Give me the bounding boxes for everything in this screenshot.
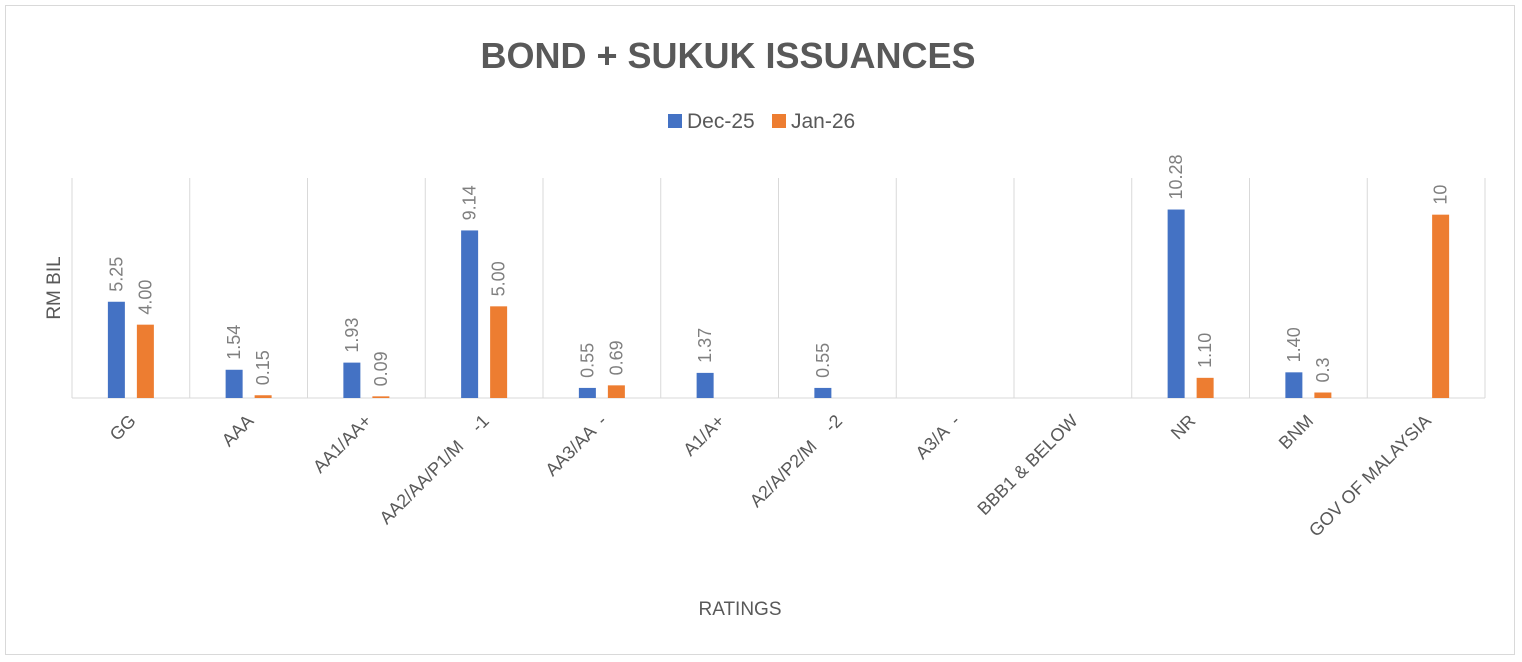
legend-label: Dec-25: [687, 110, 755, 133]
x-tick-label: A3/A -: [912, 411, 964, 463]
plot-area: 5.25 4.00 GG 1.54 0.15 AAA 1.93 0.09 AA1/AA+ 9.14…: [71, 154, 1486, 541]
data-label: 0.3: [1313, 357, 1333, 382]
x-tick-label: AA2/AA/P1/M -1: [376, 411, 493, 528]
x-tick-label: NR: [1167, 411, 1200, 444]
data-label: 10: [1431, 185, 1451, 205]
data-label: 0.55: [577, 343, 597, 378]
bar-jan-26-9: [1196, 377, 1214, 398]
bar-dec-25-0: [107, 301, 125, 398]
data-label: 1.37: [695, 328, 715, 363]
x-tick-label: A2/A/P2/M -2: [746, 411, 846, 511]
x-tick-label: GG: [106, 411, 140, 445]
data-label: 5.25: [106, 257, 126, 292]
y-axis-title: RM BIL: [44, 256, 65, 319]
bar-jan-26-2: [372, 396, 390, 398]
x-tick-label: GOV OF MALAYSIA: [1305, 411, 1435, 541]
data-label: 1.54: [224, 325, 244, 360]
data-label: 10.28: [1166, 154, 1186, 199]
bar-dec-25-9: [1167, 209, 1185, 398]
bar-dec-25-2: [343, 362, 361, 398]
chart-title: BOND + SUKUK ISSUANCES: [480, 35, 975, 76]
data-label: 0.69: [606, 340, 626, 375]
bar-dec-25-3: [461, 230, 479, 398]
data-label: 0.15: [253, 350, 273, 385]
bar-jan-26-3: [490, 306, 508, 398]
bar-jan-26-0: [136, 324, 154, 398]
legend-label: Jan-26: [791, 110, 855, 133]
data-label: 1.40: [1284, 327, 1304, 362]
bar-jan-26-4: [607, 385, 625, 398]
x-tick-label: AAA: [218, 411, 258, 451]
x-axis-title: RATINGS: [698, 599, 781, 620]
x-tick-label: AA1/AA+: [309, 411, 375, 477]
data-label: 5.00: [489, 261, 509, 296]
x-tick-label: A1/A+: [679, 411, 728, 460]
bar-jan-26-10: [1314, 392, 1332, 398]
legend-swatch: [772, 114, 786, 128]
legend-swatch: [668, 114, 682, 128]
data-label: 0.55: [813, 343, 833, 378]
legend: Dec-25 Jan-26: [668, 110, 855, 133]
bar-dec-25-6: [814, 387, 832, 398]
bar-dec-25-10: [1285, 372, 1303, 398]
chart-frame: [5, 5, 1515, 655]
bar-dec-25-4: [578, 387, 596, 398]
bar-dec-25-5: [696, 372, 714, 398]
data-label: 1.10: [1195, 333, 1215, 368]
bar-jan-26-11: [1432, 214, 1450, 398]
data-label: 4.00: [135, 280, 155, 315]
bar-jan-26-1: [254, 395, 272, 398]
bar-dec-25-1: [225, 369, 243, 398]
data-label: 1.93: [342, 318, 362, 353]
data-label: 9.14: [460, 185, 480, 220]
x-tick-label: BBB1 & BELOW: [973, 411, 1081, 519]
x-tick-label: AA3/AA -: [541, 411, 610, 480]
data-label: 0.09: [371, 351, 391, 386]
x-tick-label: BNM: [1275, 411, 1317, 453]
